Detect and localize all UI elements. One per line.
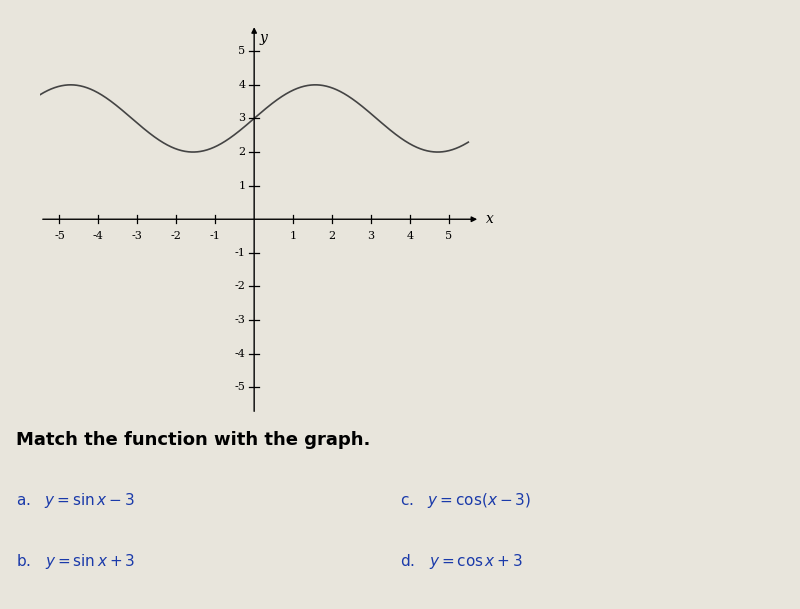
Text: 5: 5 <box>446 231 453 241</box>
Text: -3: -3 <box>132 231 142 241</box>
Text: -2: -2 <box>171 231 182 241</box>
Text: -3: -3 <box>234 315 246 325</box>
Text: -5: -5 <box>234 382 246 392</box>
Text: x: x <box>486 213 494 226</box>
Text: 3: 3 <box>238 113 246 124</box>
Text: 4: 4 <box>238 80 246 90</box>
Text: -2: -2 <box>234 281 246 292</box>
Text: 1: 1 <box>238 181 246 191</box>
Text: -1: -1 <box>210 231 221 241</box>
Text: 3: 3 <box>367 231 374 241</box>
Text: -5: -5 <box>54 231 65 241</box>
Text: d.   $y = \cos x + 3$: d. $y = \cos x + 3$ <box>400 552 523 571</box>
Text: y: y <box>260 31 268 45</box>
Text: -1: -1 <box>234 248 246 258</box>
Text: 4: 4 <box>406 231 414 241</box>
Text: c.   $y = \cos(x - 3)$: c. $y = \cos(x - 3)$ <box>400 491 531 510</box>
Text: 2: 2 <box>329 231 335 241</box>
Text: a.   $y = \sin x - 3$: a. $y = \sin x - 3$ <box>16 491 135 510</box>
Text: 5: 5 <box>238 46 246 56</box>
Text: b.   $y = \sin x + 3$: b. $y = \sin x + 3$ <box>16 552 135 571</box>
Text: 1: 1 <box>290 231 297 241</box>
Text: 2: 2 <box>238 147 246 157</box>
Text: -4: -4 <box>93 231 104 241</box>
Text: Match the function with the graph.: Match the function with the graph. <box>16 431 370 449</box>
Text: -4: -4 <box>234 348 246 359</box>
